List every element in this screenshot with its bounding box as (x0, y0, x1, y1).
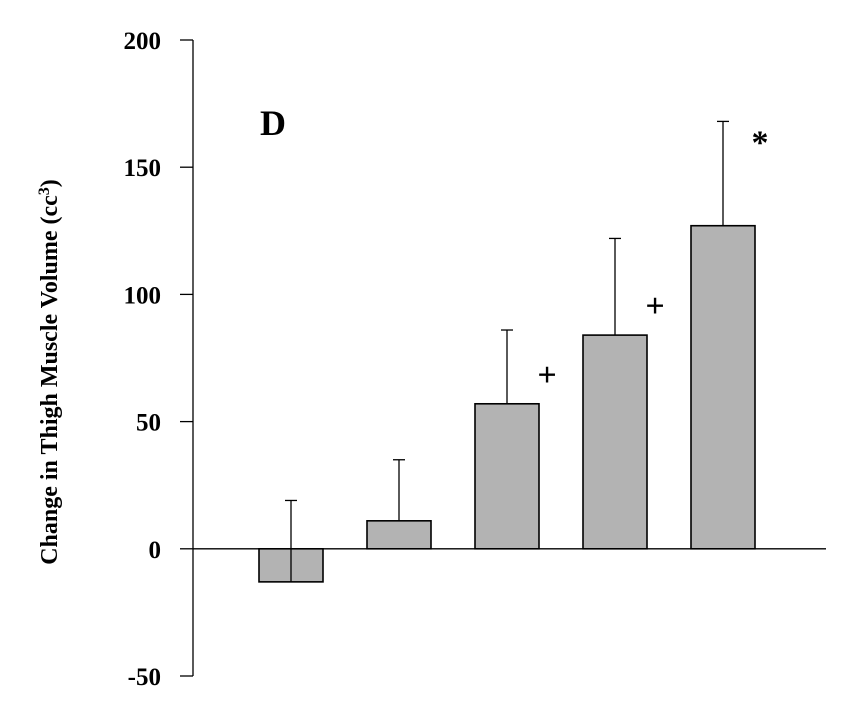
y-axis-label-suffix: ) (37, 179, 63, 187)
y-tick-label: 0 (149, 537, 162, 564)
y-tick-label: 150 (124, 155, 162, 182)
bar (582, 334, 648, 550)
y-axis-ticks: 200 150 100 50 0 -50 (124, 28, 193, 691)
significance-marker: + (537, 357, 556, 394)
y-tick-label: 200 (124, 28, 162, 55)
bar (474, 402, 540, 550)
significance-marker: + (645, 288, 664, 325)
bar (366, 520, 432, 550)
bar-group: * (690, 120, 769, 550)
bars: + + * (258, 120, 769, 583)
bar-group: + (474, 329, 557, 550)
y-tick-label: -50 (128, 664, 161, 691)
y-tick-label: 100 (124, 282, 162, 309)
bar (690, 224, 756, 550)
bar-group (366, 459, 432, 550)
svg-text:Change in Thigh Muscle Volume: Change in Thigh Muscle Volume (cc3) (36, 179, 64, 565)
significance-marker: * (752, 124, 769, 161)
y-axis-label-main: Change in Thigh Muscle Volume (cc (37, 195, 63, 565)
bar-group: + (582, 237, 665, 550)
panel-label: D (260, 103, 286, 143)
bar-group (258, 499, 324, 583)
y-tick-label: 50 (136, 410, 161, 437)
y-axis-label: Change in Thigh Muscle Volume (cc3) (36, 179, 64, 565)
y-axis-label-superscript: 3 (36, 187, 53, 195)
